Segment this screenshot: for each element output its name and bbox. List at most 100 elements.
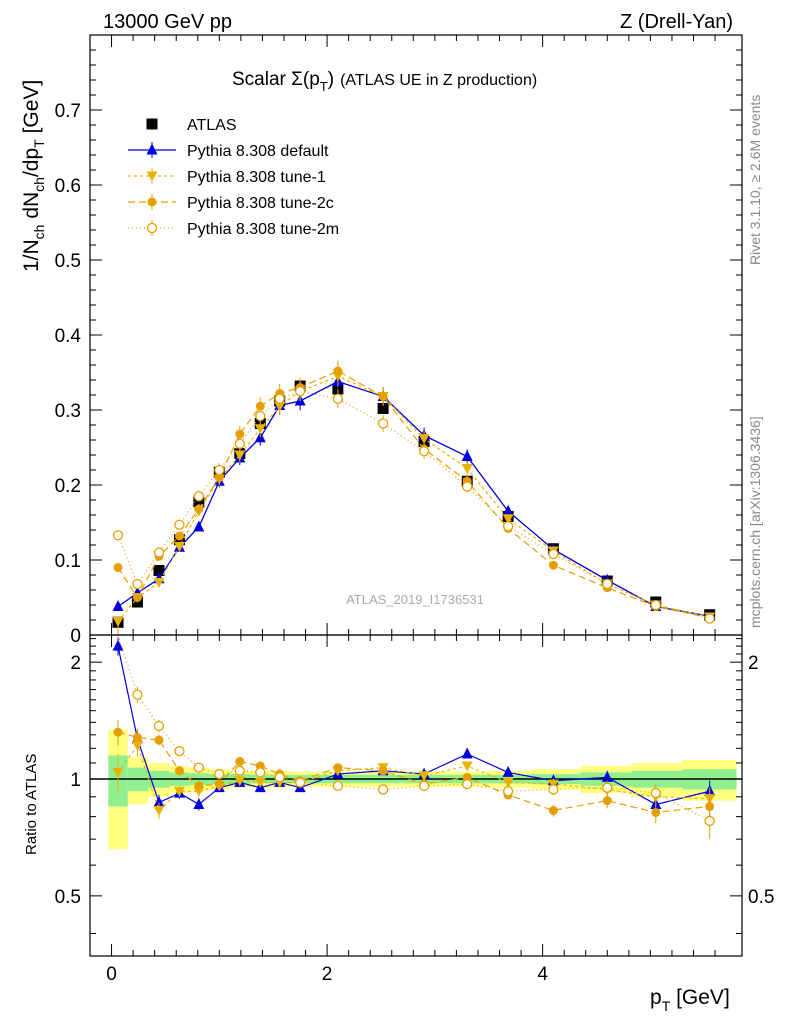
- ratio-point: [602, 796, 612, 806]
- ratio-point: [602, 782, 613, 793]
- series-line-3: [117, 370, 710, 619]
- y-tick-label: 0.3: [55, 401, 81, 422]
- mcplots-label: mcplots.cern.ch [arXiv:1306.3436]: [747, 416, 763, 628]
- ratio-point: [650, 787, 661, 799]
- ratio-point: [377, 784, 389, 795]
- legend-marker: [147, 197, 157, 207]
- ratio-point: [378, 766, 388, 776]
- ratio-point: [154, 735, 164, 745]
- data-point: [462, 481, 473, 492]
- data-point: [214, 464, 225, 476]
- data-point: [193, 520, 205, 532]
- data-point: [418, 446, 430, 457]
- ratio-point: [548, 805, 558, 815]
- legend-label: Pythia 8.308 tune-2m: [187, 221, 339, 238]
- data-point: [112, 600, 124, 611]
- data-point: [548, 548, 559, 560]
- legend-label: Pythia 8.308 tune-1: [187, 169, 326, 186]
- data-point: [502, 521, 514, 532]
- ratio-point: [153, 720, 165, 732]
- ratio-point: [132, 689, 143, 700]
- data-point: [173, 542, 185, 552]
- legend-label: Pythia 8.308 default: [187, 143, 329, 160]
- ratio-tick-label-left: 0.5: [55, 887, 81, 908]
- ratio-y-axis-label: Ratio to ATLAS: [23, 754, 40, 855]
- ratio-point: [173, 786, 185, 797]
- data-point: [332, 393, 344, 404]
- legend-label: ATLAS: [187, 117, 237, 134]
- data-point: [502, 504, 514, 516]
- data-point: [153, 565, 165, 576]
- legend-marker: [146, 143, 158, 155]
- legend-marker: [146, 118, 158, 130]
- y-tick-label: 0.6: [55, 176, 81, 197]
- data-point: [153, 547, 165, 558]
- ratio-point: [234, 776, 246, 787]
- ratio-point: [214, 779, 224, 789]
- ratio-frame: [89, 634, 743, 957]
- data-point: [234, 450, 246, 461]
- data-point: [153, 578, 165, 588]
- data-point: [294, 386, 306, 397]
- ratio-point: [235, 756, 245, 766]
- ratio-point: [333, 763, 343, 773]
- ratio-point: [234, 765, 245, 776]
- data-point: [650, 599, 661, 611]
- ratio-point: [601, 770, 613, 782]
- ratio-point: [461, 761, 473, 772]
- ratio-panel-bands: [90, 729, 742, 850]
- ratio-panel-series: [112, 625, 716, 840]
- ratio-tick-label-left: 1: [70, 770, 81, 791]
- data-point: [502, 514, 514, 525]
- ratio-point: [193, 797, 205, 809]
- ratio-point: [704, 815, 715, 827]
- x-axis-label: pT [GeV]: [650, 986, 730, 1014]
- data-point: [377, 418, 389, 429]
- data-point: [418, 434, 430, 444]
- ratio-point: [651, 807, 661, 817]
- ratio-point: [112, 767, 124, 778]
- ratio-point: [174, 745, 185, 757]
- analysis-watermark: ATLAS_2019_I1736531: [346, 592, 484, 607]
- ratio-point: [548, 784, 559, 795]
- ratio-point: [174, 766, 184, 776]
- data-point: [274, 393, 285, 404]
- axes: 0 2 4 0 0.1 0.2 0.3 0.4 0.5 0.6 0.7 0.5 0.5 1 2 2: [55, 34, 774, 985]
- data-point: [255, 410, 266, 422]
- header-right: Z (Drell-Yan): [620, 11, 733, 33]
- series-line-2: [117, 375, 710, 622]
- ratio-point: [112, 639, 124, 651]
- ratio-point: [502, 765, 514, 777]
- data-point: [132, 593, 142, 602]
- ratio-tick-label-right: 2: [748, 653, 759, 674]
- rivet-label: Rivet 3.1.10, ≥ 2.6M events: [747, 95, 763, 265]
- main-panel-series: [112, 360, 716, 628]
- y-tick-label: 0.5: [55, 251, 81, 272]
- legend-marker: [146, 171, 158, 182]
- data-point: [174, 531, 184, 541]
- ratio-tick-label-right: 0.5: [748, 887, 774, 908]
- ratio-point: [254, 777, 266, 788]
- data-point: [193, 496, 205, 508]
- data-point: [602, 578, 613, 590]
- ratio-point: [502, 786, 514, 797]
- ratio-point: [153, 796, 165, 808]
- data-point: [113, 563, 123, 572]
- data-point: [132, 578, 143, 590]
- ratio-point: [332, 780, 344, 792]
- y-axis-label: 1/Nch dNch/dpT [GeV]: [20, 80, 47, 272]
- data-point: [193, 491, 204, 502]
- ratio-point: [294, 777, 306, 788]
- ratio-point: [502, 777, 514, 788]
- data-point: [235, 429, 245, 439]
- ratio-tick-label-left: 2: [70, 653, 81, 674]
- data-point: [112, 530, 124, 541]
- ratio-point: [113, 727, 123, 737]
- header-left: 13000 GeV pp: [103, 11, 232, 33]
- data-point: [174, 519, 185, 530]
- ratio-point: [132, 732, 142, 742]
- x-tick-label: 0: [106, 964, 117, 985]
- ratio-point: [461, 747, 473, 759]
- series-line-1: [117, 380, 710, 617]
- legend-marker: [146, 222, 158, 234]
